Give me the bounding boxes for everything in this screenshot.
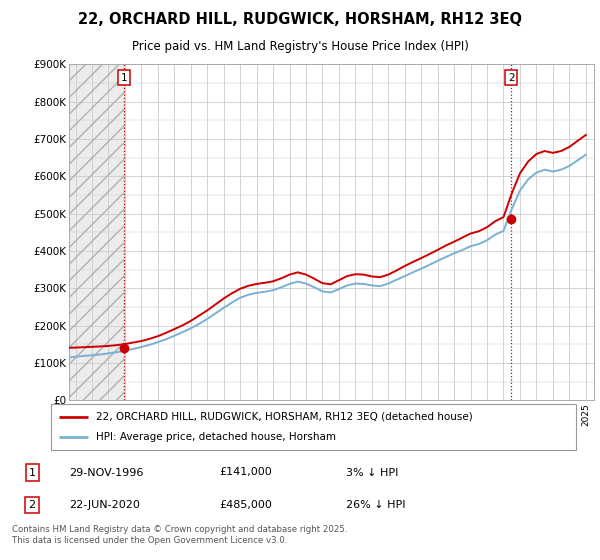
Text: 22-JUN-2020: 22-JUN-2020 [70,500,140,510]
Text: 2: 2 [508,73,515,83]
Bar [69,64,124,400]
Text: 22, ORCHARD HILL, RUDGWICK, HORSHAM, RH12 3EQ (detached house): 22, ORCHARD HILL, RUDGWICK, HORSHAM, RH1… [96,412,473,422]
Bar [69,64,124,400]
Text: 1: 1 [121,73,127,83]
Text: Contains HM Land Registry data © Crown copyright and database right 2025.
This d: Contains HM Land Registry data © Crown c… [12,525,347,545]
Text: 2: 2 [29,500,36,510]
Text: £141,000: £141,000 [220,468,272,478]
Text: £485,000: £485,000 [220,500,272,510]
Text: 26% ↓ HPI: 26% ↓ HPI [346,500,406,510]
Text: Price paid vs. HM Land Registry's House Price Index (HPI): Price paid vs. HM Land Registry's House … [131,40,469,53]
Text: HPI: Average price, detached house, Horsham: HPI: Average price, detached house, Hors… [96,432,336,442]
Text: 22, ORCHARD HILL, RUDGWICK, HORSHAM, RH12 3EQ: 22, ORCHARD HILL, RUDGWICK, HORSHAM, RH1… [78,12,522,27]
Text: 29-NOV-1996: 29-NOV-1996 [70,468,144,478]
Text: 3% ↓ HPI: 3% ↓ HPI [346,468,398,478]
Text: 1: 1 [29,468,35,478]
FancyBboxPatch shape [50,404,577,450]
